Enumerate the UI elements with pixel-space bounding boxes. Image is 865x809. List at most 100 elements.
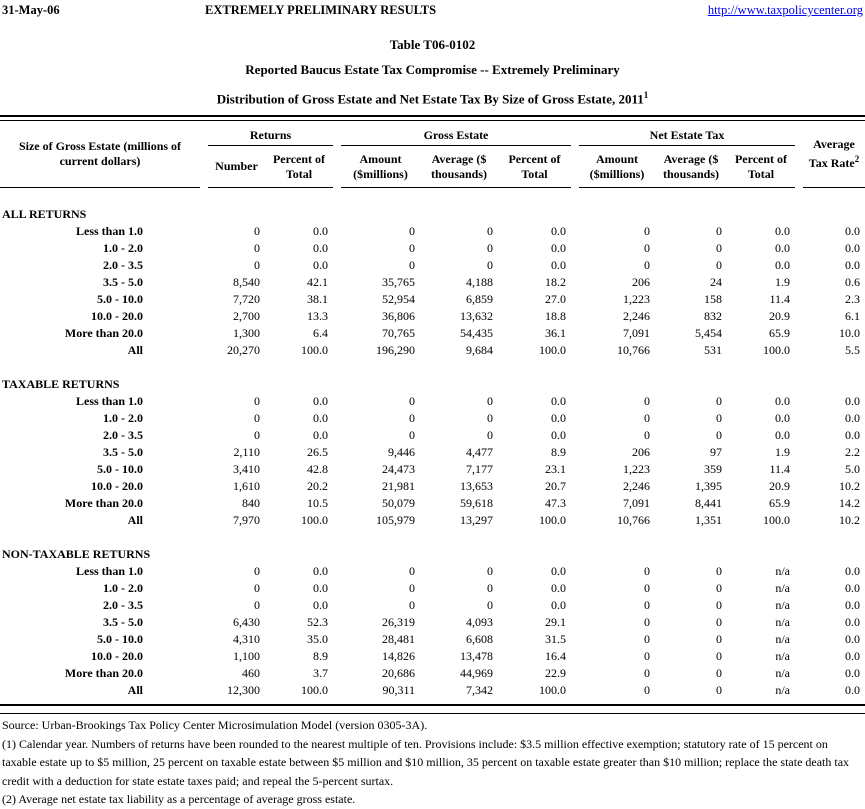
- site-link-wrap: http://www.taxpolicycenter.org: [708, 3, 863, 18]
- column-gap: [795, 223, 803, 240]
- value-cell: 100.0: [539, 683, 566, 697]
- value-cell: 2.3: [845, 292, 860, 306]
- column-gap: [333, 495, 341, 512]
- column-gap: [571, 342, 579, 359]
- column-gap: [571, 580, 579, 597]
- row-label: Less than 1.0: [75, 394, 143, 408]
- value-cell: 0: [487, 598, 493, 612]
- table-row: All 12,300 100.0 90,311 7,342 100.0 0 0 n/a 0.0: [0, 682, 865, 699]
- column-gap: [200, 614, 208, 631]
- column-gap: [200, 461, 208, 478]
- table-bottom-pad: [0, 699, 865, 705]
- table-row: 2.0 - 3.5 0 0.0 0 0 0.0 0 0 n/a 0.0: [0, 597, 865, 614]
- column-gap: [333, 240, 341, 257]
- value-cell: 0.0: [775, 394, 790, 408]
- value-cell: 0: [716, 394, 722, 408]
- column-gap: [200, 257, 208, 274]
- column-gap: [571, 274, 579, 291]
- table-row: 5.0 - 10.0 3,410 42.8 24,473 7,177 23.1 1,223 3…: [0, 461, 865, 478]
- value-cell: 0.0: [313, 224, 328, 238]
- row-label: 1.0 - 2.0: [103, 411, 143, 425]
- value-cell: 2,246: [623, 479, 650, 493]
- estate-tax-table: Size of Gross Estate (millions of curren…: [0, 121, 865, 706]
- value-cell: 1,100: [233, 649, 260, 663]
- value-cell: 8.9: [551, 445, 566, 459]
- value-cell: 0.0: [845, 632, 860, 646]
- value-cell: 0: [254, 564, 260, 578]
- value-cell: 0: [409, 224, 415, 238]
- value-cell: 206: [632, 275, 650, 289]
- value-cell: 6,608: [466, 632, 493, 646]
- column-gap: [333, 427, 341, 444]
- value-cell: 9,446: [388, 445, 415, 459]
- value-cell: 359: [704, 462, 722, 476]
- value-cell: 90,311: [382, 683, 415, 697]
- column-gap: [200, 121, 208, 188]
- column-gap: [571, 461, 579, 478]
- column-gap: [795, 682, 803, 699]
- value-cell: 10.0: [839, 326, 860, 340]
- value-cell: 6,430: [233, 615, 260, 629]
- column-gap: [571, 495, 579, 512]
- column-gap: [333, 444, 341, 461]
- section-spacer: [0, 359, 865, 376]
- value-cell: 100.0: [539, 513, 566, 527]
- value-cell: 0: [644, 428, 650, 442]
- value-cell: 0: [644, 224, 650, 238]
- column-gap: [571, 325, 579, 342]
- value-cell: 0: [644, 598, 650, 612]
- value-cell: 97: [710, 445, 722, 459]
- column-gap: [795, 121, 803, 188]
- value-cell: 27.0: [545, 292, 566, 306]
- column-gap: [333, 257, 341, 274]
- value-cell: 0: [487, 411, 493, 425]
- value-cell: 0: [644, 615, 650, 629]
- value-cell: 0.0: [551, 394, 566, 408]
- value-cell: 7,342: [466, 683, 493, 697]
- value-cell: 0.0: [845, 241, 860, 255]
- column-gap: [571, 223, 579, 240]
- value-cell: 42.8: [307, 462, 328, 476]
- column-gap: [333, 393, 341, 410]
- value-cell: 0: [644, 683, 650, 697]
- value-cell: 0: [716, 632, 722, 646]
- table-row: 5.0 - 10.0 7,720 38.1 52,954 6,859 27.0 1,223 1…: [0, 291, 865, 308]
- value-cell: 11.4: [769, 462, 790, 476]
- section-spacer: [0, 529, 865, 546]
- value-cell: 0.0: [845, 394, 860, 408]
- preliminary-banner: EXTREMELY PRELIMINARY RESULTS: [205, 3, 437, 17]
- value-cell: 10,766: [617, 513, 650, 527]
- column-gap: [795, 444, 803, 461]
- column-gap: [795, 410, 803, 427]
- table-row: 2.0 - 3.5 0 0.0 0 0 0.0 0 0 0.0 0.0: [0, 427, 865, 444]
- row-label: 1.0 - 2.0: [103, 241, 143, 255]
- section-header-row: TAXABLE RETURNS: [0, 376, 865, 393]
- column-gap: [333, 478, 341, 495]
- value-cell: 0: [644, 666, 650, 680]
- table-row: More than 20.0 840 10.5 50,079 59,618 47.3 7,0…: [0, 495, 865, 512]
- value-cell: 0: [644, 241, 650, 255]
- value-cell: 0: [716, 615, 722, 629]
- column-gap: [200, 427, 208, 444]
- value-cell: 3,410: [233, 462, 260, 476]
- col-header-ge-pct: Percent of Total: [498, 145, 571, 188]
- table-row: Less than 1.0 0 0.0 0 0 0.0 0 0 0.0 0.0: [0, 223, 865, 240]
- column-gap: [333, 291, 341, 308]
- column-gap: [571, 444, 579, 461]
- value-cell: 4,093: [466, 615, 493, 629]
- value-cell: 100.0: [301, 513, 328, 527]
- table-row: 10.0 - 20.0 2,700 13.3 36,806 13,632 18.8 2,24…: [0, 308, 865, 325]
- value-cell: 100.0: [301, 343, 328, 357]
- column-gap: [571, 410, 579, 427]
- section-title: ALL RETURNS: [2, 207, 87, 221]
- value-cell: n/a: [775, 615, 790, 629]
- taxpolicycenter-link[interactable]: http://www.taxpolicycenter.org: [707, 3, 863, 17]
- value-cell: 0: [409, 258, 415, 272]
- value-cell: 4,310: [233, 632, 260, 646]
- value-cell: 0.0: [845, 428, 860, 442]
- value-cell: 0.0: [551, 411, 566, 425]
- value-cell: 6.1: [845, 309, 860, 323]
- footnotes-block: Source: Urban-Brookings Tax Policy Cente…: [0, 713, 865, 809]
- column-gap: [795, 495, 803, 512]
- column-gap: [571, 631, 579, 648]
